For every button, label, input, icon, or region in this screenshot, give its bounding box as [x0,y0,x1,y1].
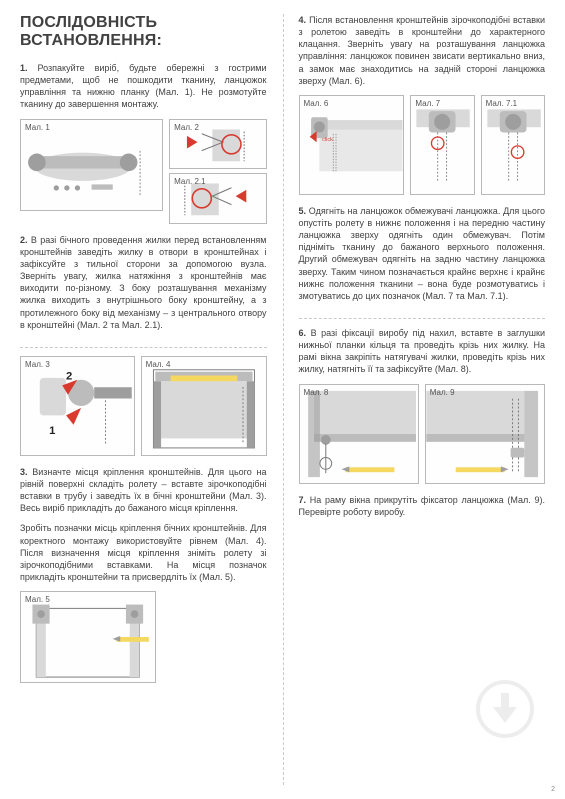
fig21-label: Мал. 2.1 [174,177,205,186]
fig9-label: Мал. 9 [430,388,455,397]
fig-row-5: Мал. 8 Мал. 9 [299,384,546,484]
figure-4: Мал. 4 [141,356,267,456]
text-2: В разі бічного проведення жилки перед вс… [20,235,267,330]
text-6: В разі фіксації виробу під нахил, вставт… [299,328,546,374]
num-6: 6. [299,328,307,338]
fig71-label: Мал. 7.1 [486,99,517,108]
text-7: На раму вікна прикрутіть фіксатор ланцюж… [299,495,546,517]
fig71-svg [482,96,544,194]
fig5-svg [21,592,155,682]
num-7: 7. [299,495,307,505]
vertical-divider [283,14,284,785]
figure-2-1: Мал. 2.1 [169,173,266,224]
para-6: 6. В разі фіксації виробу під нахил, вст… [299,327,546,376]
watermark-icon [475,679,535,739]
h-divider-right [299,318,546,319]
fig1-label: Мал. 1 [25,123,50,132]
text-1: Розпакуйте виріб, будьте обережні з гост… [20,63,267,109]
text-5: Одягніть на ланцюжок обмежувачі ланцюжка… [299,206,546,301]
left-column: ПОСЛІДОВНІСТЬ ВСТАНОВЛЕННЯ: 1. Розпакуйт… [0,0,283,799]
para-2: 2. В разі бічного проведення жилки перед… [20,234,267,331]
fig7-svg [411,96,473,194]
fig8-svg [300,385,418,483]
text-4: Після встановлення кронштейнів зірочкопо… [299,15,546,86]
figure-7: Мал. 7 [410,95,474,195]
para-7: 7. На раму вікна прикрутіть фіксатор лан… [299,494,546,518]
fig1-svg [21,120,162,210]
fig6-label: Мал. 6 [304,99,329,108]
num-5: 5. [299,206,307,216]
num-2: 2. [20,235,28,245]
click-label: click [322,137,333,143]
fig-row-3: Мал. 5 [20,591,267,683]
fig-row-4: Мал. 6 click Мал. 7 [299,95,546,195]
fig3-label: Мал. 3 [25,360,50,369]
fig5-label: Мал. 5 [25,595,50,604]
para-5: 5. Одягніть на ланцюжок обмежувачі ланцю… [299,205,546,302]
fig6-svg: click [300,96,404,194]
right-column: 4. Після встановлення кронштейнів зірочк… [283,0,565,799]
page-root: ПОСЛІДОВНІСТЬ ВСТАНОВЛЕННЯ: 1. Розпакуйт… [0,0,565,799]
figure-7-1: Мал. 7.1 [481,95,545,195]
badge-2: 2 [66,371,72,383]
badge-1: 1 [49,425,55,437]
para-3b: Зробіть позначки місць кріплення бічних … [20,522,267,583]
figure-6: Мал. 6 click [299,95,405,195]
fig3-svg: 1 2 [21,357,134,455]
fig4-label: Мал. 4 [146,360,171,369]
figure-5: Мал. 5 [20,591,156,683]
fig8-label: Мал. 8 [304,388,329,397]
figure-8: Мал. 8 [299,384,419,484]
num-1: 1. [20,63,28,73]
fig-2-stack: Мал. 2 Мал. 2.1 [169,119,266,224]
fig-row-1: Мал. 1 Мал. 2 [20,119,267,224]
para-3a: 3. Визначте місця кріплення кронштейнів.… [20,466,267,515]
page-number: 2 [551,786,555,793]
figure-1: Мал. 1 [20,119,163,211]
para-1: 1. Розпакуйте виріб, будьте обережні з г… [20,62,267,111]
fig2-label: Мал. 2 [174,123,199,132]
text-3a: Визначте місця кріплення кронштейнів. Дл… [20,467,267,513]
figure-2: Мал. 2 [169,119,266,170]
figure-9: Мал. 9 [425,384,545,484]
figure-3: Мал. 3 1 2 [20,356,135,456]
num-3: 3. [20,467,28,477]
fig4-svg [142,357,266,455]
fig9-svg [426,385,544,483]
fig7-label: Мал. 7 [415,99,440,108]
para-4: 4. Після встановлення кронштейнів зірочк… [299,14,546,87]
page-title: ПОСЛІДОВНІСТЬ ВСТАНОВЛЕННЯ: [20,14,267,50]
fig-row-2: Мал. 3 1 2 Мал. 4 [20,356,267,456]
h-divider-left [20,347,267,348]
num-4: 4. [299,15,307,25]
